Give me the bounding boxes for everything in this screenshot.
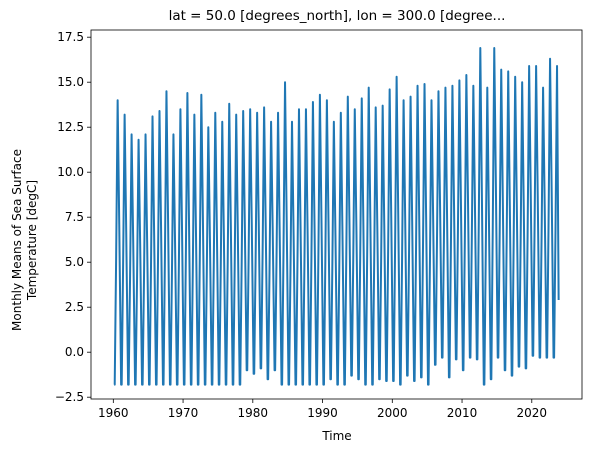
x-tick-label: 1990 [307,406,338,420]
x-tick-label: 2000 [377,406,408,420]
y-axis-label-line-2: Temperature [degC] [25,180,39,301]
plot-frame [90,29,583,400]
y-tick-label: 0.0 [65,345,84,359]
y-tick-label: 10.0 [57,165,84,179]
x-axis-label: Time [321,429,351,443]
series-line [113,47,560,386]
y-tick-label: 12.5 [57,120,84,134]
x-tick-label: 1980 [238,406,269,420]
y-tick-label: 5.0 [65,255,84,269]
x-axis: 1960 1970 1980 1990 2000 2010 2020 [98,399,547,420]
x-tick-label: 1960 [98,406,129,420]
x-tick-label: 1970 [168,406,199,420]
y-tick-label: 7.5 [65,210,84,224]
y-axis-label: Monthly Means of Sea Surface Temperature… [10,149,39,331]
x-tick-label: 2010 [447,406,478,420]
chart-title: lat = 50.0 [degrees_north], lon = 300.0 … [169,8,506,24]
x-tick-label: 2020 [517,406,548,420]
y-tick-label: 2.5 [65,300,84,314]
y-tick-label: 17.5 [57,30,84,44]
y-axis: −2.5 0.0 2.5 5.0 7.5 10.0 12.5 15.0 17.5 [55,30,91,404]
y-axis-label-line-1: Monthly Means of Sea Surface [10,149,24,331]
y-tick-label: 15.0 [57,75,84,89]
y-tick-label: −2.5 [55,390,84,404]
plot-area [90,29,583,400]
